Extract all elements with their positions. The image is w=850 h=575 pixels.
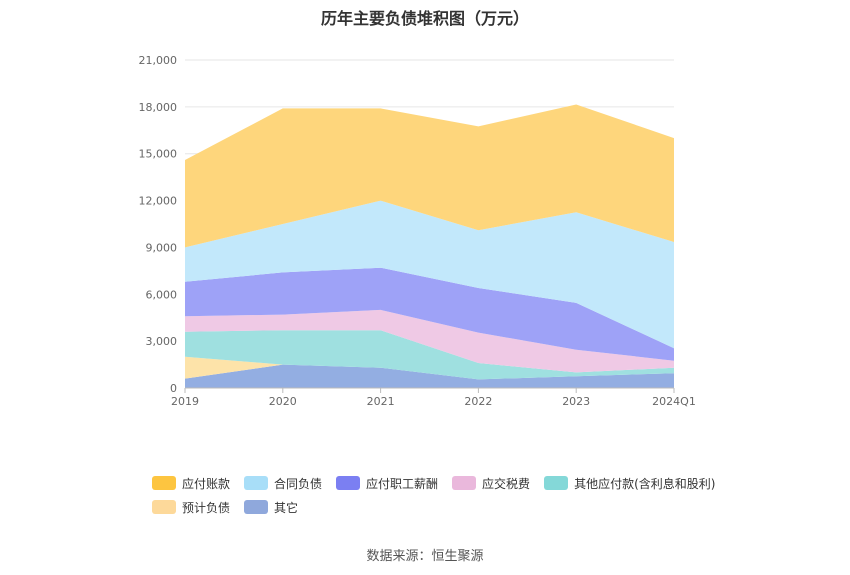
y-tick-label: 21,000	[139, 54, 178, 67]
y-tick-label: 15,000	[139, 148, 178, 161]
legend-swatch	[544, 476, 569, 490]
legend-label: 应交税费	[482, 476, 531, 491]
legend: 应付账款 合同负债 应付职工薪酬 应交税费 其他应付款(含利息和股利) 预计负债 其它	[152, 472, 752, 520]
legend-row: 应付账款 合同负债 应付职工薪酬 应交税费 其他应付款(含利息和股利)	[152, 472, 752, 494]
legend-label: 其他应付款(含利息和股利)	[574, 476, 716, 491]
area-series	[185, 104, 674, 388]
y-tick-label: 3,000	[146, 335, 178, 348]
legend-swatch	[152, 476, 176, 490]
y-tick-label: 12,000	[139, 195, 178, 208]
area-series-应交税费[interactable]	[185, 309, 674, 373]
legend-swatch	[244, 476, 269, 490]
x-tick-label: 2020	[269, 395, 297, 408]
y-tick-label: 6,000	[146, 288, 178, 301]
legend-item[interactable]: 其他应付款(含利息和股利)	[544, 475, 715, 492]
legend-item[interactable]: 预计负债	[152, 499, 230, 516]
area-series-其他应付款(含利息和股利)[interactable]	[185, 330, 674, 380]
x-tick-label: 2023	[562, 395, 590, 408]
data-source: 数据来源：恒生聚源	[366, 549, 484, 564]
legend-item[interactable]: 应付账款	[152, 475, 230, 492]
legend-label: 应付职工薪酬	[366, 476, 439, 491]
legend-label: 其它	[274, 500, 299, 515]
x-tick-label: 2024Q1	[652, 395, 696, 408]
legend-swatch	[452, 476, 477, 490]
legend-label: 合同负债	[274, 476, 323, 491]
chart-title: 历年主要负债堆积图（万元）	[320, 9, 529, 28]
legend-item[interactable]: 应付职工薪酬	[336, 475, 438, 492]
y-tick-label: 18,000	[139, 101, 178, 114]
y-tick-label: 0	[170, 382, 177, 395]
legend-item[interactable]: 应交税费	[452, 475, 530, 492]
legend-item[interactable]: 合同负债	[244, 475, 322, 492]
axes: 0 3,000 6,000 9,000 12,000 15,000 18,000 21,000…	[139, 54, 696, 408]
x-tick-label: 2019	[171, 395, 199, 408]
area-series-其它[interactable]	[185, 364, 674, 388]
area-series-应付职工薪酬[interactable]	[185, 267, 674, 361]
legend-label: 预计负债	[182, 500, 231, 515]
legend-swatch	[152, 500, 176, 514]
area-series-应付账款[interactable]	[185, 104, 674, 248]
x-tick-label: 2022	[464, 395, 492, 408]
area-series-合同负债[interactable]	[185, 200, 674, 349]
x-tick-label: 2021	[367, 395, 395, 408]
legend-item[interactable]: 其它	[244, 499, 298, 516]
legend-swatch	[244, 500, 269, 514]
legend-swatch	[336, 476, 361, 490]
y-tick-label: 9,000	[146, 241, 178, 254]
legend-label: 应付账款	[182, 476, 231, 491]
legend-row: 预计负债 其它	[152, 496, 752, 518]
